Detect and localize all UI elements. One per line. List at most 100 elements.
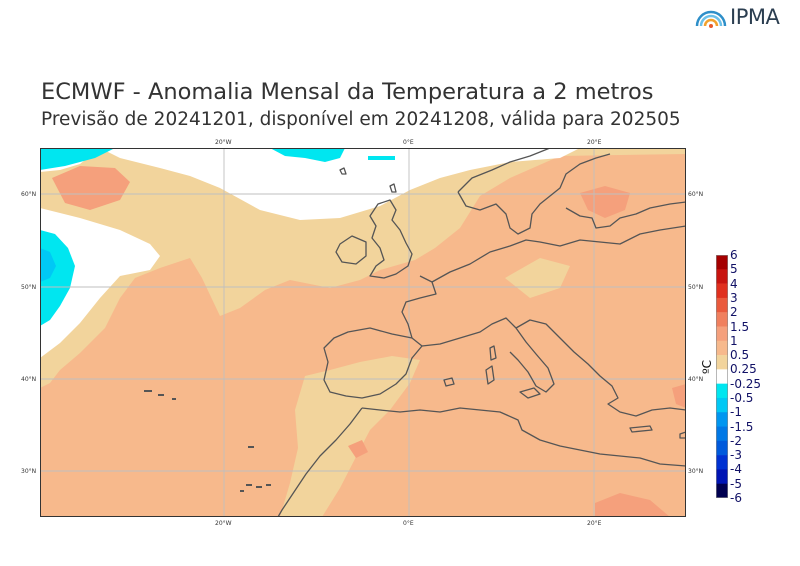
colorbar-label: 1.5	[730, 319, 750, 334]
map-cold-anomaly-core	[40, 248, 56, 282]
colorbar-swatch	[716, 283, 728, 299]
map-anomaly-0-5-region	[40, 148, 686, 388]
island-madeira	[248, 446, 254, 448]
coast-morocco-west	[277, 407, 363, 517]
colorbar-label: -3	[730, 448, 742, 463]
colorbar-label: -4	[730, 462, 742, 477]
colorbar-label: -1	[730, 405, 742, 420]
colorbar-swatch	[716, 369, 728, 384]
colorbar-frame	[716, 255, 728, 498]
map-cold-anomaly-strip	[368, 156, 395, 160]
island-azores-3	[172, 398, 176, 400]
coast-crete	[629, 425, 653, 433]
colorbar-swatch	[716, 383, 728, 399]
colorbar	[716, 255, 728, 498]
coast-scandinavia	[457, 148, 551, 193]
colorbar-label: -5	[730, 476, 742, 491]
colorbar-label: 4	[730, 276, 738, 291]
map-neutral-north	[100, 148, 580, 220]
map-atlantic-islands	[144, 390, 271, 492]
lat-tick-right-50n: 50°N	[688, 284, 704, 291]
colorbar-swatch	[716, 440, 728, 456]
map-warm-anomaly-africa	[595, 493, 670, 517]
colorbar-label: 0.25	[730, 362, 757, 377]
map-neutral-northwest	[40, 208, 160, 358]
map-cold-anomaly-northwest	[40, 148, 115, 170]
map-frame	[40, 148, 686, 517]
colorbar-unit: ºC	[700, 359, 714, 374]
colorbar-labels: 6 5 4 3 2 1.5 1 0.5 0.25 -0.25 -0.5 -1 -1.5 -2 -3 -4 -5-…	[730, 248, 790, 508]
island-canaries-3	[266, 484, 271, 486]
colorbar-swatch	[716, 297, 728, 313]
colorbar-swatch	[716, 455, 728, 470]
map-warm-anomaly-ocean-north	[52, 166, 130, 210]
coast-iberia	[323, 327, 423, 399]
coast-corsica	[489, 345, 497, 361]
coast-cyprus	[679, 431, 686, 439]
colorbar-swatch	[716, 469, 728, 484]
colorbar-swatch	[716, 397, 728, 413]
colorbar-label: -0.5	[730, 390, 754, 405]
coast-great-britain	[369, 199, 413, 279]
colorbar-label: 1	[730, 333, 738, 348]
lon-tick-bottom-20w: 20°W	[215, 520, 232, 527]
colorbar-swatch	[716, 340, 728, 356]
colorbar-label: 3	[730, 290, 738, 305]
colorbar-label: 6	[730, 248, 738, 262]
map-warm-anomaly-eastmed	[672, 384, 686, 408]
coast-med-north	[421, 317, 555, 393]
lat-tick-right-40n: 40°N	[688, 376, 704, 383]
colorbar-swatch	[716, 426, 728, 442]
page-title: ECMWF - Anomalia Mensal da Temperatura a…	[41, 79, 654, 105]
coast-france	[401, 275, 437, 339]
lon-tick-bottom-0e: 0°E	[403, 520, 414, 527]
ipma-logo	[694, 6, 784, 32]
colorbar-label: -2	[730, 433, 742, 448]
map-cold-anomaly-north	[270, 148, 345, 162]
lat-tick-left-40n: 40°N	[21, 376, 37, 383]
colorbar-swatch	[716, 312, 728, 327]
colorbar-label: -1.5	[730, 419, 754, 434]
coast-continental-north	[431, 225, 686, 283]
ipma-logo-icon	[695, 10, 727, 28]
coast-balearics	[443, 377, 455, 387]
coast-baltic	[565, 201, 686, 229]
map-warm-anomaly-morocco	[348, 440, 368, 458]
map-graticule	[40, 148, 686, 517]
colorbar-swatch	[716, 255, 728, 270]
colorbar-swatch	[716, 412, 728, 427]
map-coastlines	[277, 148, 686, 517]
colorbar-label: 0.5	[730, 348, 750, 363]
island-azores-1	[144, 390, 152, 392]
colorbar-label: 5	[730, 262, 738, 277]
map-anomaly-0-5-iberia	[280, 356, 420, 517]
colorbar-label: -6	[730, 491, 742, 505]
colorbar-label: 2	[730, 305, 738, 320]
colorbar-label: -0.25	[730, 376, 762, 391]
coast-sardinia	[485, 365, 495, 385]
island-canaries-2	[256, 486, 262, 488]
map-anomaly-0-5-east	[505, 258, 570, 298]
island-canaries-4	[240, 490, 244, 492]
coast-north-africa	[361, 407, 686, 467]
coast-norway-south	[457, 153, 611, 235]
ipma-logo-text: IPMA	[730, 5, 780, 29]
colorbar-swatch	[716, 355, 728, 370]
lon-tick-top-20e: 20°E	[587, 139, 602, 146]
lat-tick-right-30n: 30°N	[688, 468, 704, 475]
coast-adriatic	[515, 319, 686, 417]
lon-tick-top-0e: 0°E	[403, 139, 414, 146]
anomaly-map	[40, 148, 686, 517]
lat-tick-right-60n: 60°N	[688, 191, 704, 198]
coast-sicily	[519, 387, 541, 399]
coast-ireland	[335, 235, 367, 265]
colorbar-swatch	[716, 269, 728, 284]
lon-tick-bottom-20e: 20°E	[587, 520, 602, 527]
colorbar-swatch	[716, 326, 728, 342]
coast-shetland	[389, 183, 397, 193]
island-azores-2	[158, 394, 164, 396]
lat-tick-left-30n: 30°N	[21, 468, 37, 475]
island-canaries-1	[246, 484, 252, 486]
colorbar-swatch	[716, 483, 728, 498]
page-subtitle: Previsão de 20241201, disponível em 2024…	[41, 109, 681, 130]
